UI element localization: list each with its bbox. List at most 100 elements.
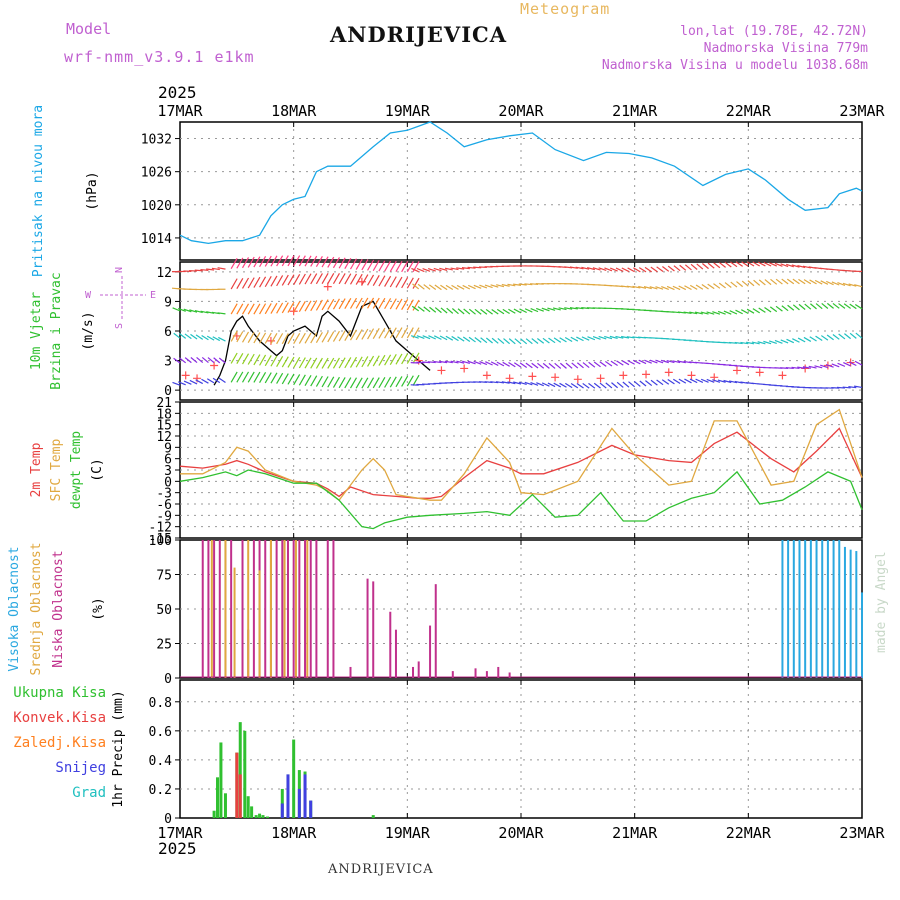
wind-barb — [236, 303, 244, 315]
wind-barb — [673, 378, 681, 384]
wind-barb — [440, 284, 448, 291]
wind-barb — [837, 362, 846, 367]
wind-barb — [564, 307, 573, 310]
wind-barb — [315, 256, 323, 268]
wind-barb — [536, 307, 544, 312]
y-tick-label: 0 — [164, 475, 172, 490]
wind-barb — [241, 257, 250, 269]
y-tick-label: 1032 — [141, 133, 172, 148]
cloud-axis-label-mid: Srednja Oblacnost — [29, 542, 44, 675]
bar — [315, 540, 318, 678]
wind-barb — [395, 327, 403, 339]
bar — [306, 540, 309, 678]
wind-barb — [844, 333, 852, 340]
wind-barb — [746, 261, 755, 267]
wind-barb — [338, 273, 346, 285]
model-name: wrf-nmm_v3.9.1 e1km — [64, 48, 255, 66]
year-label-bottom: 2025 — [158, 839, 197, 858]
wind-barb — [456, 267, 465, 270]
bar — [212, 810, 216, 818]
wind-barb — [384, 298, 392, 310]
wind-barb — [820, 364, 829, 369]
wind-axis-label-2: Brzina i Pravac — [49, 272, 64, 389]
bar — [264, 540, 267, 678]
wind-barb — [564, 336, 573, 343]
wind-barb — [423, 284, 431, 290]
elevation-readout: Nadmorska Visina 779m — [703, 41, 868, 56]
wind-barb — [797, 337, 806, 343]
wind-barb — [736, 281, 744, 288]
wind-barb — [241, 353, 250, 365]
wind-barb — [741, 309, 749, 315]
wind-barb — [445, 335, 454, 341]
series-line — [179, 469, 863, 530]
wind-barb — [212, 377, 221, 384]
wind-barb — [502, 361, 510, 367]
wind-barb — [276, 355, 284, 367]
y-tick-label: 0.8 — [149, 696, 172, 711]
wind-barb — [241, 331, 250, 343]
wind-barb — [569, 266, 578, 269]
y-tick-label: 21 — [156, 396, 172, 411]
wind-barb — [247, 371, 255, 383]
wind-barb — [321, 273, 329, 285]
wind-barb — [758, 261, 766, 267]
wind-barb — [809, 279, 817, 285]
bar — [258, 570, 261, 678]
bar — [371, 815, 375, 818]
wind-barb — [259, 276, 267, 288]
wind-barb — [832, 333, 840, 340]
wind-barb — [507, 381, 516, 385]
wind-barb — [467, 360, 476, 365]
wind-barb — [287, 356, 295, 368]
wind-barb — [508, 362, 516, 368]
wind-barb — [412, 374, 420, 386]
y-tick-label: 100 — [149, 534, 172, 549]
wind-barb — [576, 336, 584, 342]
wind-barb — [211, 267, 220, 271]
wind-barb — [581, 266, 590, 270]
wind-barb — [576, 382, 584, 389]
wind-barb — [304, 374, 312, 386]
wind-barb — [587, 336, 596, 341]
wind-barb — [276, 302, 284, 314]
wind-barb — [820, 280, 829, 285]
wind-barb — [264, 255, 272, 267]
bar — [798, 540, 801, 678]
wind-barb — [281, 274, 289, 286]
wind-barb — [406, 299, 414, 311]
wind-barb — [495, 381, 505, 384]
wind-barb — [367, 355, 375, 367]
wind-barb — [293, 374, 301, 386]
wind-barb — [293, 357, 301, 369]
wind-barb — [412, 352, 420, 364]
y-tick-label: 75 — [156, 569, 172, 584]
bar — [241, 540, 244, 678]
series-line — [180, 408, 863, 502]
bar — [213, 540, 216, 678]
wind-barb — [541, 307, 550, 312]
temp-axis-label-2m: 2m Temp — [29, 442, 44, 497]
wind-barb — [315, 332, 323, 344]
wind-barb — [496, 361, 505, 367]
wind-barb — [315, 273, 323, 285]
wind-barb — [338, 330, 346, 342]
wind-barb — [310, 357, 318, 369]
wind-barb — [695, 378, 704, 383]
wind-barb — [332, 376, 340, 388]
panel-frame — [179, 261, 863, 401]
precip-legend-item: Snijeg — [55, 760, 106, 776]
bar — [292, 739, 296, 818]
wind-barb — [582, 362, 590, 369]
wind-barb — [479, 360, 488, 366]
gust-marker — [732, 366, 741, 375]
wind-barb — [344, 329, 352, 341]
wind-barb — [610, 360, 618, 367]
y-tick-label: -6 — [156, 498, 172, 513]
wind-barb — [270, 355, 278, 367]
bar — [838, 540, 841, 678]
bar — [201, 540, 204, 678]
bar — [292, 540, 295, 678]
wind-barb — [457, 308, 465, 315]
wind-barb — [753, 279, 761, 286]
